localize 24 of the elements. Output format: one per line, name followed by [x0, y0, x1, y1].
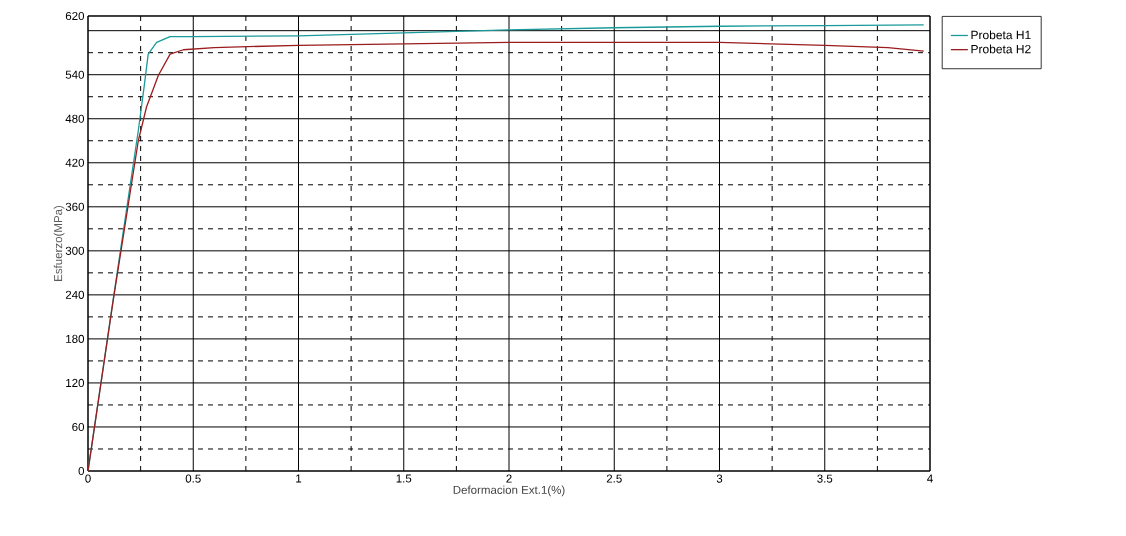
x-tick-label: 1.5: [396, 474, 412, 483]
y-tick-label: 300: [65, 246, 85, 255]
x-tick-label: 2.5: [606, 474, 622, 483]
y-tick-label: 180: [66, 334, 85, 343]
x-tick-label: 0: [85, 474, 91, 483]
y-tick-label: 360: [65, 202, 85, 211]
y-tick-label: 240: [65, 290, 85, 299]
y-tick-label: 420: [65, 158, 85, 167]
y-tick-label: 480: [65, 114, 85, 123]
x-tick-label: 0.5: [185, 474, 201, 483]
x-tick-label: 2: [506, 474, 512, 483]
y-tick-label: 0: [78, 466, 85, 476]
legend-label: Probeta H1: [971, 30, 1031, 40]
x-axis-title: Deformacion Ext.1(%): [453, 485, 565, 497]
x-tick-label: 3: [716, 474, 723, 483]
y-tick-label: 60: [72, 422, 85, 432]
x-tick-label: 1: [296, 474, 302, 483]
x-tick-label: 4: [927, 474, 933, 483]
legend-label: Probeta H2: [971, 44, 1031, 54]
y-tick-label: 540: [65, 70, 85, 79]
y-axis-title: Esfuerzo(MPa): [53, 205, 65, 281]
y-tick-label: 620: [65, 11, 85, 21]
x-tick-label: 3.5: [817, 474, 833, 483]
y-tick-label: 120: [66, 378, 85, 387]
